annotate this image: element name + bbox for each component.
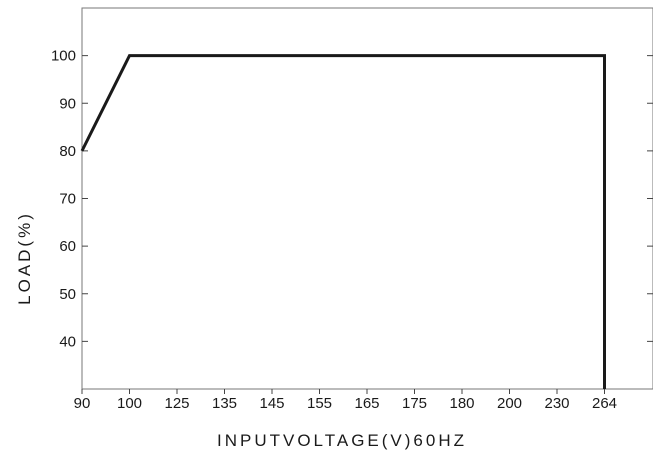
x-tick-label: 125 xyxy=(164,395,189,412)
x-tick-label: 90 xyxy=(74,395,91,412)
x-tick-label: 155 xyxy=(307,395,332,412)
y-tick-label: 40 xyxy=(59,333,76,350)
y-tick-label: 60 xyxy=(59,238,76,255)
y-tick-label: 70 xyxy=(59,191,76,208)
x-tick-label: 175 xyxy=(402,395,427,412)
plot-frame xyxy=(81,7,653,390)
x-tick-label: 180 xyxy=(449,395,474,412)
y-tick-label: 90 xyxy=(59,95,76,112)
y-tick-label: 80 xyxy=(59,143,76,160)
x-tick-label: 264 xyxy=(592,395,617,412)
y-axis-title: LOAD(%) xyxy=(15,211,34,305)
y-tick-label: 50 xyxy=(59,286,76,303)
x-tick-label: 100 xyxy=(117,395,142,412)
y-tick-label: 100 xyxy=(51,48,76,65)
x-tick-label: 135 xyxy=(212,395,237,412)
x-tick-label: 165 xyxy=(354,395,379,412)
x-axis-title: INPUTVOLTAGE(V)60HZ xyxy=(217,431,467,450)
x-tick-label: 200 xyxy=(497,395,522,412)
x-tick-label: 145 xyxy=(259,395,284,412)
load-curve-line xyxy=(80,54,606,389)
x-tick-label: 230 xyxy=(544,395,569,412)
